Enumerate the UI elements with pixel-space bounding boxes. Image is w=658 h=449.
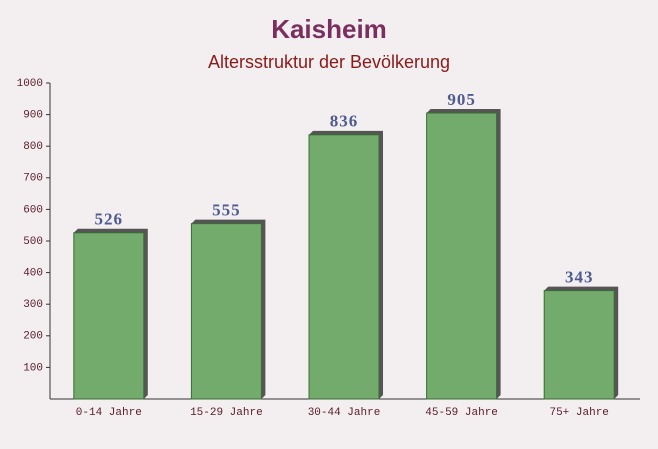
y-tick-label: 500 xyxy=(23,236,43,248)
y-tick-label: 700 xyxy=(23,173,43,185)
y-tick-label: 200 xyxy=(23,331,43,343)
bar xyxy=(73,232,145,400)
value-label: 836 xyxy=(330,112,359,131)
x-tick-label: 75+ Jahre xyxy=(549,407,608,419)
bar xyxy=(426,112,498,400)
y-tick-label: 600 xyxy=(23,204,43,216)
chart-title: Kaisheim xyxy=(271,14,387,44)
x-tick-label: 30-44 Jahre xyxy=(308,407,381,419)
y-tick-label: 1000 xyxy=(17,78,43,90)
y-tick-label: 400 xyxy=(23,268,43,280)
y-tick-label: 900 xyxy=(23,110,43,122)
bar xyxy=(190,223,262,400)
value-label: 343 xyxy=(565,268,594,287)
y-tick-label: 800 xyxy=(23,141,43,153)
y-tick-label: 100 xyxy=(23,362,43,374)
value-label: 526 xyxy=(95,210,124,229)
x-tick-label: 15-29 Jahre xyxy=(190,407,263,419)
chart-subtitle: Altersstruktur der Bevölkerung xyxy=(208,52,450,72)
y-tick-label: 300 xyxy=(23,299,43,311)
value-label: 905 xyxy=(447,90,476,109)
x-tick-label: 45-59 Jahre xyxy=(425,407,498,419)
bar xyxy=(308,134,380,400)
bar xyxy=(543,290,615,400)
x-tick-label: 0-14 Jahre xyxy=(76,407,142,419)
value-label: 555 xyxy=(212,201,241,220)
